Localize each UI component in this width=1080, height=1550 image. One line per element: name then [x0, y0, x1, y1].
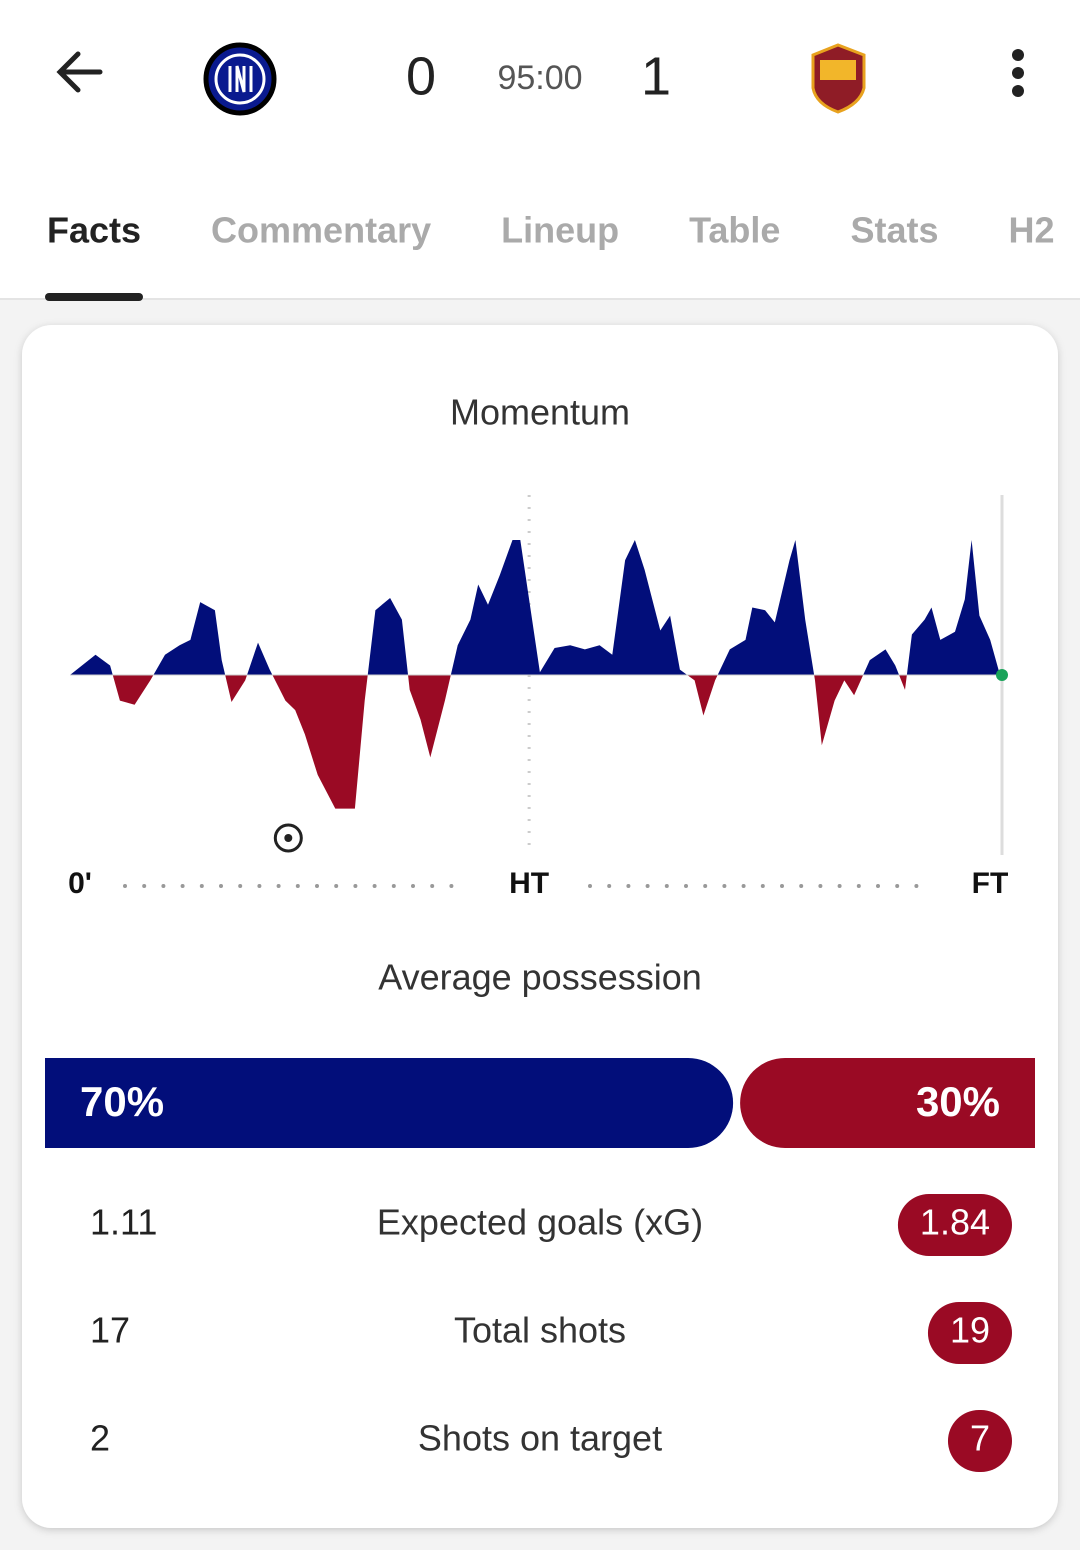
timeline-dot: [123, 884, 127, 888]
timeline-dot: [588, 884, 592, 888]
timeline-dot: [876, 884, 880, 888]
match-clock: 95:00: [497, 59, 582, 97]
timeline-dot: [664, 884, 669, 888]
timeline-dot: [238, 884, 243, 888]
timeline-dot: [372, 884, 377, 888]
timeline-dot: [684, 884, 688, 888]
timeline-dot: [411, 884, 415, 888]
tab[interactable]: Commentary: [211, 210, 431, 251]
stat-label: Total shots: [454, 1310, 626, 1351]
possession-home-bar: [45, 1058, 734, 1148]
timeline-label: 0': [68, 867, 92, 900]
tab-indicator: [45, 293, 143, 301]
timeline-dot: [645, 884, 650, 888]
timeline-label: FT: [972, 867, 1009, 900]
end-dot: [996, 669, 1008, 681]
tab[interactable]: Facts: [47, 210, 141, 251]
timeline-dot: [741, 884, 746, 888]
timeline-dot: [276, 884, 281, 888]
stat-away: 1.84: [920, 1202, 990, 1243]
stat-away-pill: [947, 1410, 1012, 1472]
timeline-dot: [180, 884, 185, 888]
more-menu[interactable]: [1012, 49, 1024, 97]
timeline-dot: [391, 884, 396, 888]
momentum-positive: [70, 540, 1000, 675]
timeline-dot: [914, 884, 919, 888]
away-score: 1: [641, 46, 671, 106]
timeline-dot: [161, 884, 166, 888]
timeline-dot: [295, 884, 300, 888]
possession-away-bar: [740, 1058, 1035, 1148]
momentum-title: Momentum: [450, 392, 630, 433]
timeline-dot: [334, 884, 339, 888]
stat-label: Expected goals (xG): [377, 1202, 703, 1243]
timeline-dot: [895, 884, 900, 888]
timeline-dot: [703, 884, 708, 888]
timeline-dot: [199, 884, 204, 888]
stat-home: 2: [90, 1418, 110, 1459]
timeline-dot: [315, 884, 319, 888]
home-score: 0: [406, 46, 436, 106]
timeline-dot: [219, 884, 223, 888]
stat-label: Shots on target: [418, 1418, 662, 1459]
stat-home: 1.11: [90, 1202, 157, 1243]
timeline-dot: [818, 884, 823, 888]
stat-home: 17: [90, 1310, 130, 1351]
timeline-label: HT: [509, 867, 549, 900]
away-logo[interactable]: [811, 43, 866, 114]
stat-away-pill: [897, 1194, 1012, 1256]
timeline-dot: [780, 884, 784, 888]
tab[interactable]: Lineup: [501, 210, 619, 251]
timeline-dot: [430, 884, 435, 888]
stat-away-pill: [927, 1302, 1012, 1364]
timeline-dot: [626, 884, 631, 888]
timeline-dot: [760, 884, 765, 888]
home-logo[interactable]: [203, 42, 277, 116]
timeline-dot: [722, 884, 727, 888]
timeline-dot: [856, 884, 861, 888]
goal-icon-center: [284, 834, 293, 842]
possession-title: Average possession: [378, 957, 702, 998]
tab[interactable]: Stats: [850, 210, 938, 251]
timeline-dot: [353, 884, 358, 888]
timeline-dot: [142, 884, 147, 888]
possession-away-label: 30%: [916, 1078, 1000, 1125]
tab[interactable]: Table: [689, 210, 780, 251]
timeline-dot: [799, 884, 804, 888]
timeline-dot: [257, 884, 262, 888]
stat-away: 7: [970, 1418, 990, 1459]
stat-away: 19: [950, 1310, 990, 1351]
back-button[interactable]: [56, 51, 103, 93]
momentum-negative: [70, 675, 1000, 809]
possession-home-label: 70%: [80, 1078, 164, 1125]
timeline-dot: [607, 884, 612, 888]
tab[interactable]: H2: [1008, 210, 1054, 251]
timeline-dot: [449, 884, 454, 888]
timeline-dot: [837, 884, 842, 888]
